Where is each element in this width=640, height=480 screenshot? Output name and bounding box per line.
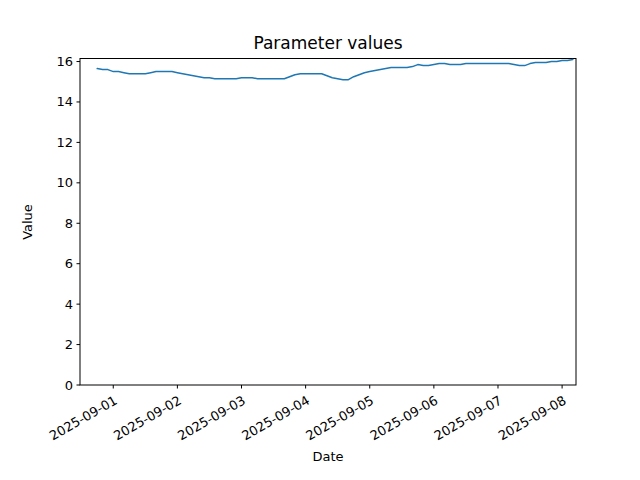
y-tick-label: 2: [65, 337, 73, 352]
x-tick-label: 2025-09-01: [47, 393, 120, 444]
y-axis-label: Value: [20, 204, 35, 240]
x-tick-label: 2025-09-05: [303, 393, 376, 444]
y-tick-label: 8: [65, 216, 73, 231]
x-tick-label: 2025-09-06: [367, 393, 440, 444]
x-axis-label: Date: [80, 449, 576, 464]
plot-area: 2025-09-012025-09-022025-09-032025-09-04…: [0, 0, 640, 480]
y-tick-label: 10: [56, 175, 73, 190]
data-line: [97, 60, 573, 80]
y-tick-label: 12: [56, 135, 73, 150]
chart-title: Parameter values: [80, 33, 576, 53]
y-tick-label: 16: [56, 54, 73, 69]
x-tick-label: 2025-09-04: [239, 393, 312, 444]
x-tick-label: 2025-09-03: [175, 393, 248, 444]
y-tick-label: 14: [56, 94, 73, 109]
x-tick-label: 2025-09-08: [496, 393, 569, 444]
y-tick-label: 0: [65, 378, 73, 393]
x-tick-label: 2025-09-07: [432, 393, 505, 444]
axes-frame: [80, 59, 576, 386]
chart-figure: 2025-09-012025-09-022025-09-032025-09-04…: [0, 0, 640, 480]
y-tick-label: 6: [65, 256, 73, 271]
y-tick-label: 4: [65, 297, 73, 312]
x-tick-label: 2025-09-02: [111, 393, 184, 444]
